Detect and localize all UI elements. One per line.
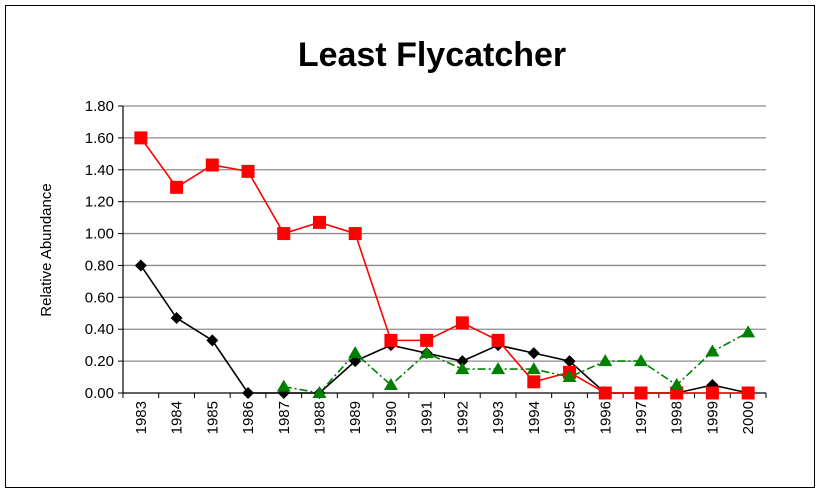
- data-point-square: [455, 316, 469, 330]
- data-point-square: [348, 227, 362, 241]
- y-tick-label: 1.00: [85, 226, 114, 243]
- x-tick-label: 1985: [204, 401, 221, 434]
- data-point-diamond: [206, 334, 219, 347]
- x-tick-label: 1992: [454, 401, 471, 434]
- y-tick-label: 0.00: [85, 385, 114, 402]
- gridlines: [123, 105, 766, 362]
- y-tick-label: 0.80: [85, 257, 114, 274]
- data-point-triangle: [491, 362, 506, 375]
- x-tick-label: 1986: [240, 401, 257, 434]
- data-point-triangle: [598, 354, 613, 367]
- y-tick-label: 1.40: [85, 162, 114, 179]
- x-tick-label: 1991: [419, 401, 436, 434]
- x-tick-label: 1993: [490, 401, 507, 434]
- data-point-triangle: [562, 370, 577, 383]
- x-tick-label: 1998: [669, 401, 686, 434]
- data-point-square: [527, 375, 541, 389]
- data-point-square: [312, 215, 326, 229]
- y-tick-label: 0.20: [85, 353, 114, 370]
- chart-frame: [5, 5, 815, 488]
- data-point-diamond: [242, 387, 255, 399]
- x-tick-label: 1994: [526, 401, 543, 434]
- x-tick-label: 2000: [740, 401, 757, 434]
- data-point-square: [205, 158, 219, 172]
- data-point-square: [420, 333, 434, 347]
- y-tick-label: 0.40: [85, 321, 114, 338]
- data-point-square: [491, 333, 505, 347]
- data-point-triangle: [526, 362, 541, 375]
- x-tick-label: 1989: [347, 401, 364, 434]
- data-point-square: [741, 386, 755, 400]
- data-point-triangle: [383, 378, 398, 391]
- data-point-square: [170, 180, 184, 194]
- x-tick-label: 1996: [597, 401, 614, 434]
- y-tick-label: 0.60: [85, 289, 114, 306]
- data-point-square: [277, 227, 291, 241]
- x-tick-label: 1995: [562, 401, 579, 434]
- data-point-square: [134, 131, 148, 145]
- y-tick-label: 1.80: [85, 98, 114, 115]
- data-point-square: [241, 164, 255, 178]
- series-line: [283, 331, 749, 394]
- x-tick-labels: 1983 1984 1985 1986 1987 1988 1989 1990 1991 1992…: [133, 401, 757, 434]
- data-point-diamond: [134, 259, 147, 272]
- data-point-triangle: [455, 362, 470, 375]
- data-point-triangle: [669, 378, 684, 391]
- data-point-triangle: [276, 379, 291, 392]
- x-tick-label: 1999: [704, 401, 721, 434]
- data-point-diamond: [527, 347, 540, 360]
- y-tick-labels: 0.00 0.20 0.40 0.60 0.80 1.00 1.20 1.40 1.60 1.80: [85, 98, 114, 402]
- data-point-triangle: [419, 346, 434, 359]
- data-point-square: [705, 386, 719, 400]
- data-point-triangle: [741, 325, 756, 338]
- chart-title: Least Flycatcher: [298, 36, 566, 74]
- x-tick-label: 1990: [383, 401, 400, 434]
- data-point-triangle: [312, 386, 327, 398]
- y-tick-label: 1.60: [85, 130, 114, 147]
- y-axis-label: Relative Abundance: [38, 183, 55, 316]
- data-point-square: [634, 386, 648, 400]
- series-square: [134, 131, 755, 400]
- data-point-triangle: [633, 354, 648, 367]
- data-point-square: [384, 333, 398, 347]
- series-group: [134, 131, 756, 400]
- x-tick-label: 1988: [311, 401, 328, 434]
- x-tick-label: 1987: [276, 401, 293, 434]
- x-tick-label: 1984: [169, 401, 186, 434]
- data-point-diamond: [456, 355, 469, 368]
- data-point-diamond: [170, 312, 183, 325]
- data-point-square: [598, 386, 612, 400]
- series-triangle: [276, 325, 756, 398]
- data-point-diamond: [563, 355, 576, 368]
- data-point-triangle: [348, 346, 363, 359]
- data-point-triangle: [705, 344, 720, 357]
- axes: [118, 105, 767, 398]
- x-tick-label: 1983: [133, 401, 150, 434]
- x-tick-label: 1997: [633, 401, 650, 434]
- y-tick-label: 1.20: [85, 194, 114, 211]
